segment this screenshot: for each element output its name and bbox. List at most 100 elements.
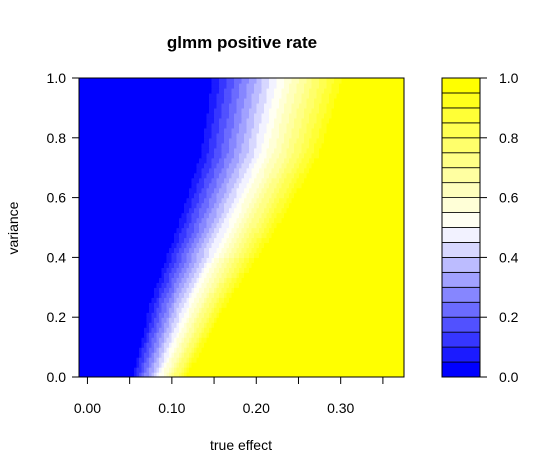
contour-cell [204, 357, 208, 363]
contour-cell [379, 212, 383, 219]
contour-cell [211, 352, 215, 358]
contour-cell [289, 217, 293, 224]
contour-cell [371, 202, 375, 209]
contour-cell [106, 302, 110, 308]
contour-cell [176, 277, 180, 283]
contour-cell [391, 347, 395, 353]
contour-cell [171, 312, 175, 318]
contour-cell [89, 237, 93, 244]
contour-cell [374, 202, 378, 209]
contour-cell [201, 357, 205, 363]
contour-cell [266, 322, 270, 328]
contour-cell [336, 237, 340, 244]
contour-cell [119, 322, 123, 328]
contour-cell [331, 277, 335, 283]
contour-cell [114, 322, 118, 328]
contour-cell [221, 242, 225, 249]
contour-cell [206, 282, 210, 288]
contour-cell [79, 332, 83, 338]
contour-cell [241, 337, 245, 343]
contour-cell [329, 192, 333, 199]
contour-cell [124, 357, 128, 363]
contour-cell [241, 287, 245, 293]
contour-cell [296, 307, 300, 313]
contour-cell [319, 337, 323, 343]
contour-cell [179, 312, 183, 318]
contour-cell [196, 267, 200, 273]
contour-cell [379, 287, 383, 293]
contour-cell [146, 342, 150, 348]
contour-cell [181, 242, 185, 249]
contour-cell [131, 312, 135, 318]
contour-cell [369, 287, 373, 293]
contour-cell [254, 317, 258, 323]
contour-cell [401, 262, 404, 268]
contour-cell [389, 367, 393, 373]
contour-cell [336, 297, 340, 303]
contour-cell [214, 367, 218, 373]
contour-cell [159, 182, 163, 189]
contour-cell [364, 217, 368, 224]
contour-cell [111, 312, 115, 318]
contour-cell [364, 227, 368, 234]
contour-cell [129, 212, 133, 219]
contour-cell [144, 182, 148, 189]
contour-cell [271, 252, 275, 258]
contour-cell [279, 287, 283, 293]
contour-cell [114, 342, 118, 348]
contour-cell [191, 297, 195, 303]
contour-cell [339, 332, 343, 338]
contour-cell [209, 327, 213, 333]
contour-cell [124, 227, 128, 234]
contour-cell [256, 372, 260, 377]
contour-cell [116, 242, 120, 249]
contour-cell [154, 357, 158, 363]
contour-cell [121, 282, 125, 288]
contour-cell [104, 207, 108, 214]
contour-cell [261, 227, 265, 234]
contour-cell [346, 342, 350, 348]
contour-cell [136, 347, 140, 353]
contour-cell [246, 237, 250, 244]
contour-cell [91, 357, 95, 363]
contour-cell [174, 187, 178, 194]
contour-cell [341, 317, 345, 323]
contour-cell [271, 227, 275, 234]
contour-cell [391, 317, 395, 323]
contour-cell [94, 252, 98, 258]
contour-cell [279, 297, 283, 303]
contour-cell [279, 277, 283, 283]
contour-cell [271, 242, 275, 249]
contour-cell [396, 272, 400, 278]
contour-cell [344, 347, 348, 353]
contour-cell [369, 337, 373, 343]
contour-cell [274, 297, 278, 303]
contour-cell [94, 342, 98, 348]
contour-cell [386, 192, 390, 199]
contour-cell [391, 352, 395, 358]
contour-cell [244, 237, 248, 244]
contour-cell [201, 362, 205, 368]
contour-cell [251, 297, 255, 303]
contour-cell [229, 342, 233, 348]
contour-cell [224, 272, 228, 278]
contour-cell [266, 302, 270, 308]
contour-cell [346, 367, 350, 373]
contour-cell [399, 212, 403, 219]
contour-cell [354, 312, 358, 318]
contour-cell [261, 327, 265, 333]
contour-cell [191, 247, 195, 254]
contour-cell [129, 182, 133, 189]
contour-cell [271, 307, 275, 313]
contour-cell [256, 292, 260, 298]
contour-cell [309, 357, 313, 363]
contour-cell [374, 262, 378, 268]
contour-cell [204, 337, 208, 343]
contour-cell [124, 307, 128, 313]
contour-cell [126, 352, 130, 358]
contour-cell [284, 187, 288, 194]
contour-cell [384, 192, 388, 199]
contour-cell [91, 312, 95, 318]
contour-cell [184, 242, 188, 249]
contour-cell [356, 347, 360, 353]
